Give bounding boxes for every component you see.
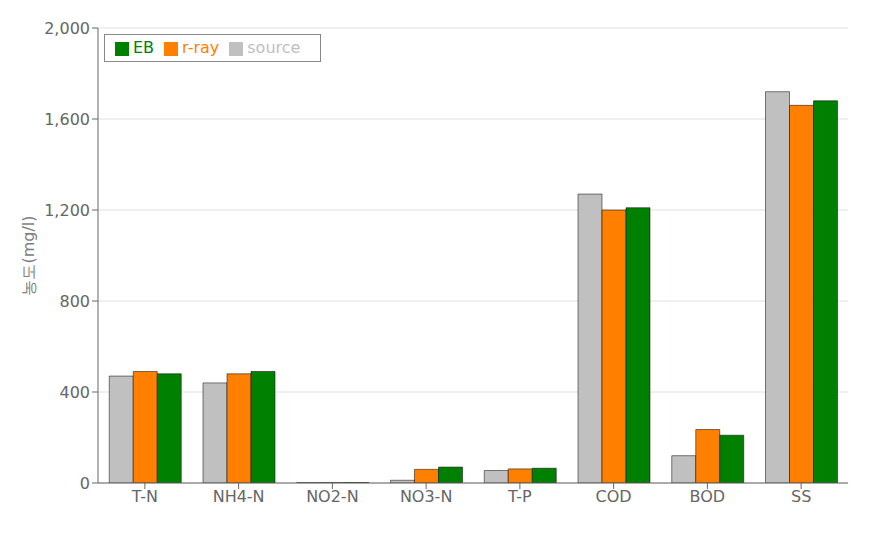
svg-text:NO2-N: NO2-N	[306, 487, 358, 506]
svg-text:1,200: 1,200	[44, 201, 90, 220]
html-text:source: source	[247, 38, 301, 57]
svg-text:2,000: 2,000	[44, 19, 90, 38]
svg-text:T-N: T-N	[131, 487, 158, 506]
html-text:r-ray: r-ray	[182, 38, 220, 57]
svg-text:400: 400	[59, 383, 90, 402]
svg-text:농도(mg/l): 농도(mg/l)	[19, 215, 38, 295]
svg-text:T-P: T-P	[507, 487, 532, 506]
svg-text:0: 0	[80, 474, 90, 493]
svg-text:SS: SS	[791, 487, 811, 506]
svg-text:COD: COD	[596, 487, 632, 506]
svg-text:BOD: BOD	[690, 487, 726, 506]
svg-text:800: 800	[59, 292, 90, 311]
html-text:EB: EB	[133, 38, 155, 57]
svg-text:1,600: 1,600	[44, 110, 90, 129]
svg-text:NO3-N: NO3-N	[400, 487, 452, 506]
svg-text:NH4-N: NH4-N	[213, 487, 265, 506]
